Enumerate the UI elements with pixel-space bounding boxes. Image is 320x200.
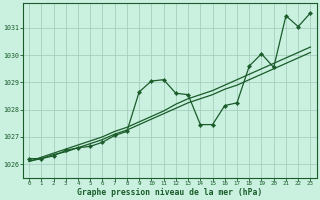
X-axis label: Graphe pression niveau de la mer (hPa): Graphe pression niveau de la mer (hPa) xyxy=(77,188,262,197)
